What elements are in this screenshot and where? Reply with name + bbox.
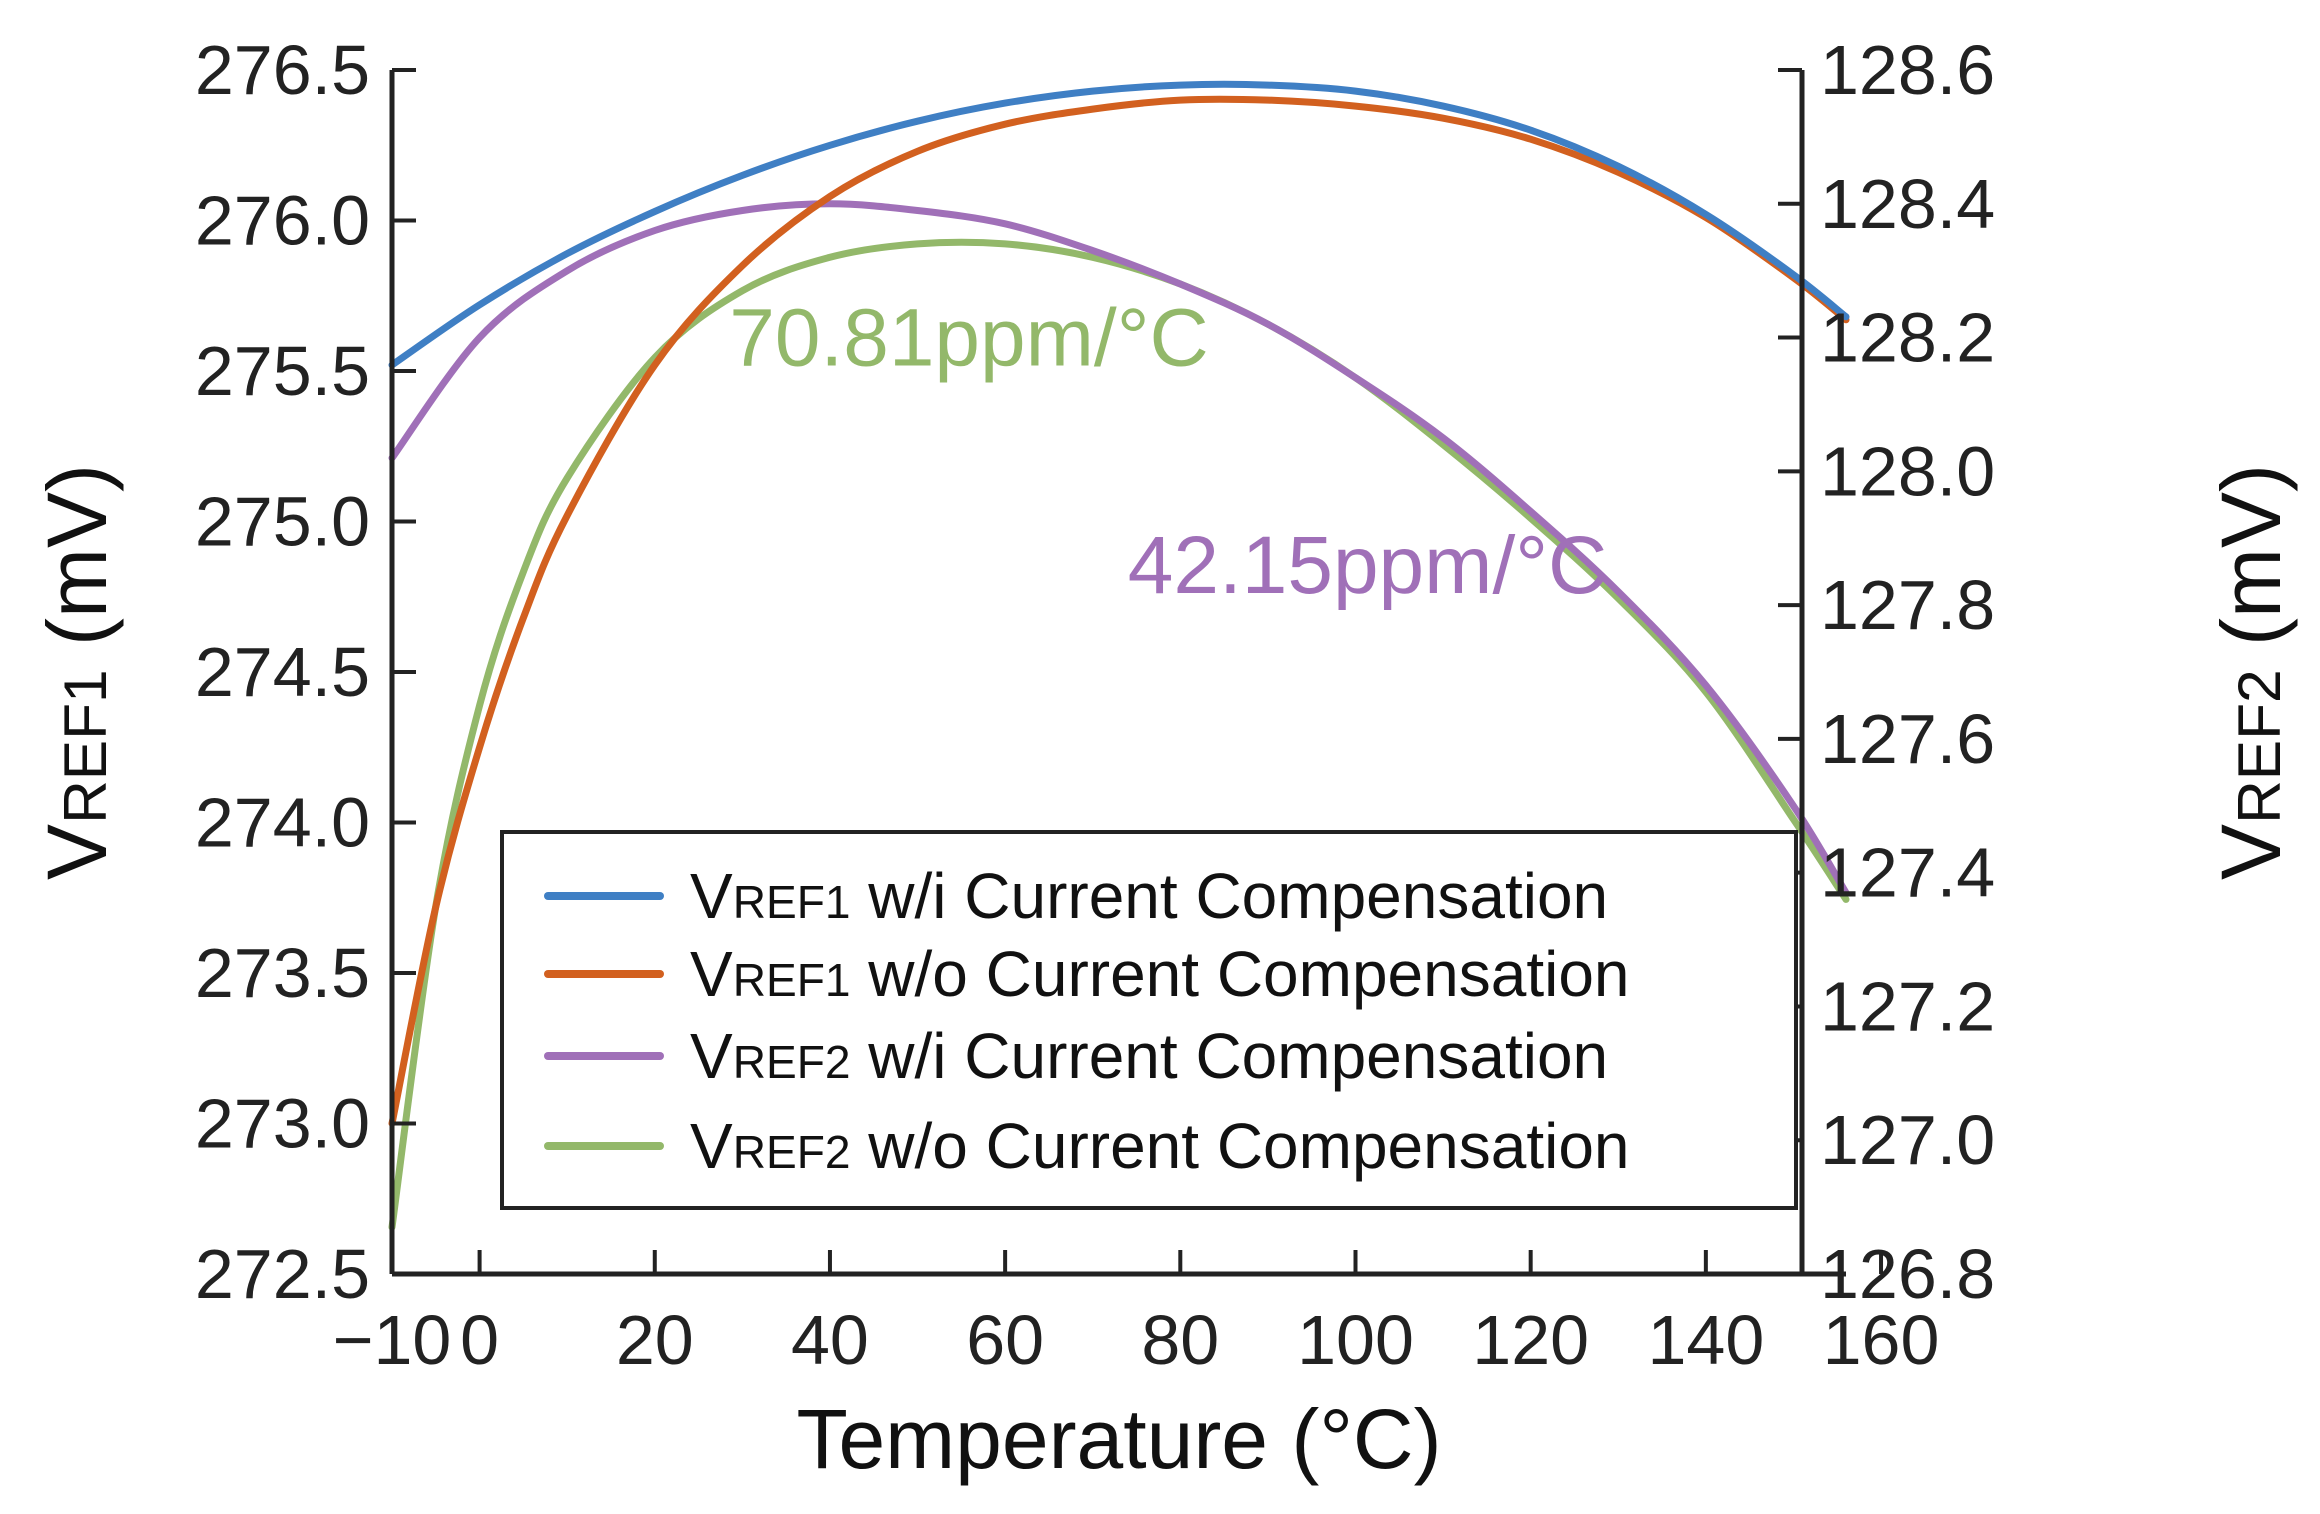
legend-entry: VREF1 w/o Current Compensation [690,938,1630,1010]
annotation-layer: 70.81ppm/°C 42.15ppm/°C [729,293,1607,611]
series-line-2 [388,200,1850,897]
series-line-3 [388,238,1850,1231]
legend-entry: VREF2 w/i Current Compensation [690,1020,1608,1092]
y-right-tick-label: 128.2 [1820,299,1995,377]
x-tick-label: 40 [791,1301,869,1379]
y-left-tick-label: 276.0 [195,182,370,260]
legend-entry-rest: w/o Current Compensation [850,1110,1629,1182]
y-right-tick-label: 127.0 [1820,1101,1995,1179]
x-tick-label: 60 [966,1301,1044,1379]
y-right-tick-label: 128.0 [1820,432,1995,510]
y-left-tick-label: 273.0 [195,1085,370,1163]
y-right-tick-label: 127.2 [1820,967,1995,1045]
y-left-tick-label: 275.5 [195,332,370,410]
y-left-axis-title: VREF1 (mV) [30,464,124,880]
x-tick-label: 80 [1141,1301,1219,1379]
x-tick-label: −10 [333,1301,452,1379]
legend-entry-rest: w/i Current Compensation [850,860,1608,932]
y-left-title-sub: REF1 [51,669,119,824]
series-line-1 [388,95,1850,1127]
legend-box [500,830,1798,1210]
y-right-tick-label: 128.4 [1820,165,1995,243]
y-right-tick-label: 126.8 [1820,1235,1995,1313]
y-right-title-suffix: (mV) [2204,464,2298,669]
x-tick-label: 100 [1297,1301,1414,1379]
x-axis-title: Temperature (°C) [796,1392,1441,1486]
annotation-label: 70.81ppm/°C [729,293,1209,384]
y-right-title-main: V [2204,824,2298,880]
legend-entry-main: V [690,938,733,1010]
legend-entry-sub: REF2 [733,1036,851,1088]
y-right-tick-label: 127.6 [1820,700,1995,778]
legend-entry-main: V [690,1020,733,1092]
y-right-title-sub: REF2 [2225,669,2293,824]
x-tick-label: 160 [1823,1301,1940,1379]
legend-entry-rest: w/o Current Compensation [850,938,1629,1010]
legend-entry-main: V [690,1110,733,1182]
legend-entry-sub: REF1 [733,954,851,1006]
y-right-axis-title: VREF2 (mV) [2204,464,2298,880]
x-tick-label: 20 [616,1301,694,1379]
y-left-tick-label: 275.0 [195,483,370,561]
y-left-tick-label: 272.5 [195,1235,370,1313]
legend-entry: VREF2 w/o Current Compensation [690,1110,1630,1182]
y-left-tick-label: 273.5 [195,934,370,1012]
axes-layer: −10 0 20 40 60 80 100 120 140 160 276.5 276.0 275.5 2… [30,31,2298,1486]
y-left-tick-label: 274.5 [195,633,370,711]
y-right-tick-label: 127.8 [1820,566,1995,644]
legend-entry-main: V [690,860,733,932]
y-right-tick-label: 127.4 [1820,834,1995,912]
y-right-tick-label: 128.6 [1820,31,1995,109]
series-line-0 [388,80,1850,369]
legend-entry-sub: REF2 [733,1126,851,1178]
x-tick-label: 120 [1472,1301,1589,1379]
x-tick-label: 0 [460,1301,499,1379]
annotation-label: 42.15ppm/°C [1128,520,1608,611]
x-tick-label: 140 [1647,1301,1764,1379]
y-left-title-suffix: (mV) [30,464,124,669]
legend-entry-rest: w/i Current Compensation [850,1020,1608,1092]
y-left-tick-label: 274.0 [195,784,370,862]
legend-entry: VREF1 w/i Current Compensation [690,860,1608,932]
legend-entry-sub: REF1 [733,876,851,928]
y-left-title-main: V [30,824,124,880]
y-left-tick-label: 276.5 [195,31,370,109]
series-layer [388,80,1850,1231]
